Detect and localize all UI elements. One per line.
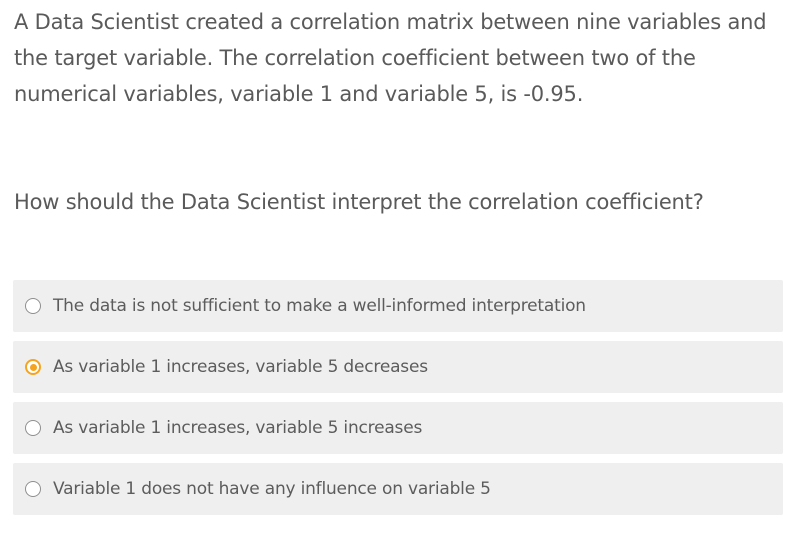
radio-unchecked-icon[interactable] (25, 298, 41, 314)
answer-option-1[interactable]: The data is not sufficient to make a wel… (13, 280, 783, 332)
answer-option-4[interactable]: Variable 1 does not have any influence o… (13, 463, 783, 515)
question-prompt: How should the Data Scientist interpret … (14, 190, 704, 214)
answer-option-3[interactable]: As variable 1 increases, variable 5 incr… (13, 402, 783, 454)
answer-option-label: As variable 1 increases, variable 5 incr… (53, 418, 423, 438)
radio-checked-icon[interactable] (25, 359, 41, 375)
answer-option-label: Variable 1 does not have any influence o… (53, 479, 491, 499)
radio-unchecked-icon[interactable] (25, 481, 41, 497)
answer-option-label: As variable 1 increases, variable 5 decr… (53, 357, 428, 377)
question-text: A Data Scientist created a correlation m… (14, 10, 767, 106)
answer-option-2[interactable]: As variable 1 increases, variable 5 decr… (13, 341, 783, 393)
answer-option-label: The data is not sufficient to make a wel… (53, 296, 586, 316)
radio-unchecked-icon[interactable] (25, 420, 41, 436)
